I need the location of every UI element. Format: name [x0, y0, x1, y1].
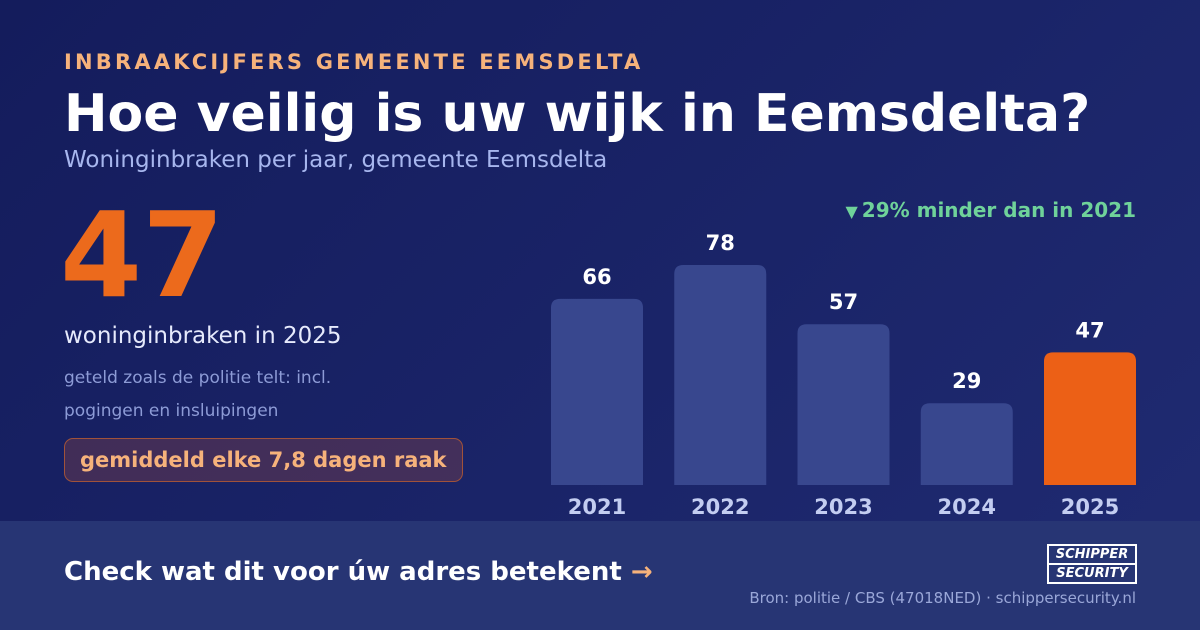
bar-2021	[551, 298, 643, 485]
x-tick-label: 2022	[691, 495, 749, 519]
page-subtitle: Woninginbraken per jaar, gemeente Eemsde…	[64, 147, 608, 173]
headline-metric-label: woninginbraken in 2025	[64, 323, 342, 349]
logo-line-1: SCHIPPER	[1055, 547, 1129, 562]
logo-line-2: SECURITY	[1049, 563, 1135, 582]
bar-2025	[1044, 352, 1136, 485]
headline-metric-value: 47	[60, 186, 225, 324]
frequency-badge: gemiddeld elke 7,8 dagen raak	[64, 438, 463, 482]
change-text: 29% minder dan in 2021	[861, 198, 1136, 222]
source-credit: Bron: politie / CBS (47018NED) · schippe…	[749, 589, 1136, 607]
arrow-right-icon: →	[630, 557, 653, 587]
bar-2022	[674, 265, 767, 485]
brand-logo: SCHIPPER SECURITY	[1047, 544, 1137, 584]
bar-value-label: 47	[1075, 318, 1104, 342]
x-tick-label: 2021	[568, 495, 626, 519]
page-title: Hoe veilig is uw wijk in Eemsdelta?	[64, 84, 1091, 144]
cta-link[interactable]: Check wat dit voor úw adres betekent →	[64, 557, 653, 587]
x-tick-label: 2024	[938, 495, 996, 519]
bar-value-label: 29	[952, 369, 981, 393]
bar-value-label: 78	[706, 231, 735, 255]
eyebrow-label: INBRAAKCIJFERS GEMEENTE EEMSDELTA	[64, 50, 644, 74]
footer-bar	[0, 521, 1200, 630]
bar-value-label: 66	[582, 265, 611, 289]
down-triangle-icon: ▼	[845, 202, 858, 221]
x-tick-label: 2023	[814, 495, 872, 519]
cta-text: Check wat dit voor úw adres betekent	[64, 557, 622, 587]
x-tick-label: 2025	[1061, 495, 1119, 519]
metric-footnote: geteld zoals de politie telt: incl. pogi…	[64, 368, 332, 421]
bar-2024	[920, 403, 1013, 485]
bar-2023	[797, 324, 890, 485]
change-indicator: ▼ 29% minder dan in 2021	[845, 198, 1136, 222]
bar-value-label: 57	[829, 290, 858, 314]
